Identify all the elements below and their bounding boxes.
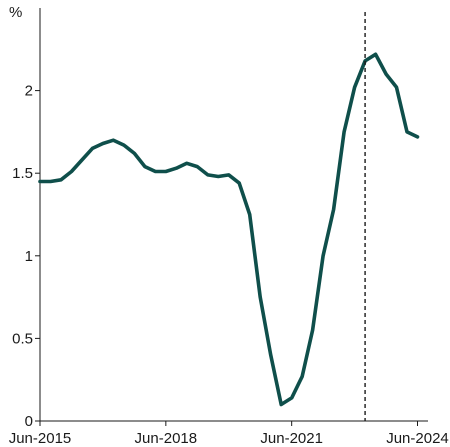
y-tick-label: 1 bbox=[25, 248, 33, 265]
series-layer bbox=[38, 52, 420, 407]
x-tick-label: Jun-2021 bbox=[260, 430, 323, 447]
x-tick-label: Jun-2024 bbox=[386, 430, 449, 447]
x-tick-label: Jun-2018 bbox=[135, 430, 198, 447]
y-tick-label: 2 bbox=[25, 83, 33, 100]
y-tick-label: 0 bbox=[25, 413, 33, 430]
x-tick-label: Jun-2015 bbox=[9, 430, 72, 447]
y-tick-label: 1.5 bbox=[12, 165, 33, 182]
y-axis-unit-label: % bbox=[9, 4, 22, 21]
axes bbox=[35, 8, 428, 426]
x-tick-labels: Jun-2015 Jun-2018 Jun-2021 Jun-2024 bbox=[9, 430, 449, 447]
y-tick-label: 0.5 bbox=[12, 330, 33, 347]
series-line bbox=[38, 52, 420, 407]
y-tick-labels: 0 0.5 1 1.5 2 bbox=[12, 83, 33, 430]
